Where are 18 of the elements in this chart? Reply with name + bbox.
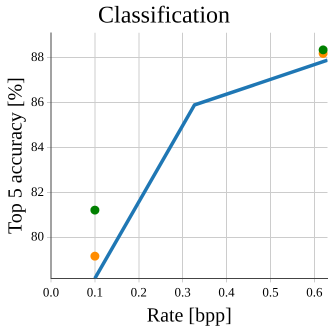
- y-tick-label: 86: [31, 94, 44, 109]
- x-tick-label: 0.3: [174, 284, 191, 300]
- y-tick-label: 88: [31, 48, 44, 64]
- y-tick-label: 82: [31, 184, 44, 199]
- x-tick-label: 0.1: [86, 284, 104, 300]
- point: [90, 252, 100, 261]
- x-tick-label: 0.4: [218, 284, 236, 300]
- point: [318, 45, 328, 54]
- chart-title: Classification: [98, 2, 230, 29]
- x-tick-label: 0.2: [130, 284, 147, 300]
- x-tick-label: 0.6: [306, 284, 323, 300]
- x-tick-label: 0.0: [42, 284, 60, 300]
- y-tick-label: 84: [31, 138, 44, 154]
- y-axis-title: Top 5 accuracy [%]: [4, 77, 26, 234]
- point: [90, 206, 100, 215]
- x-tick-label: 0.5: [262, 284, 279, 300]
- x-axis-title: Rate [bpp]: [146, 304, 232, 326]
- y-tick-label: 80: [31, 228, 44, 244]
